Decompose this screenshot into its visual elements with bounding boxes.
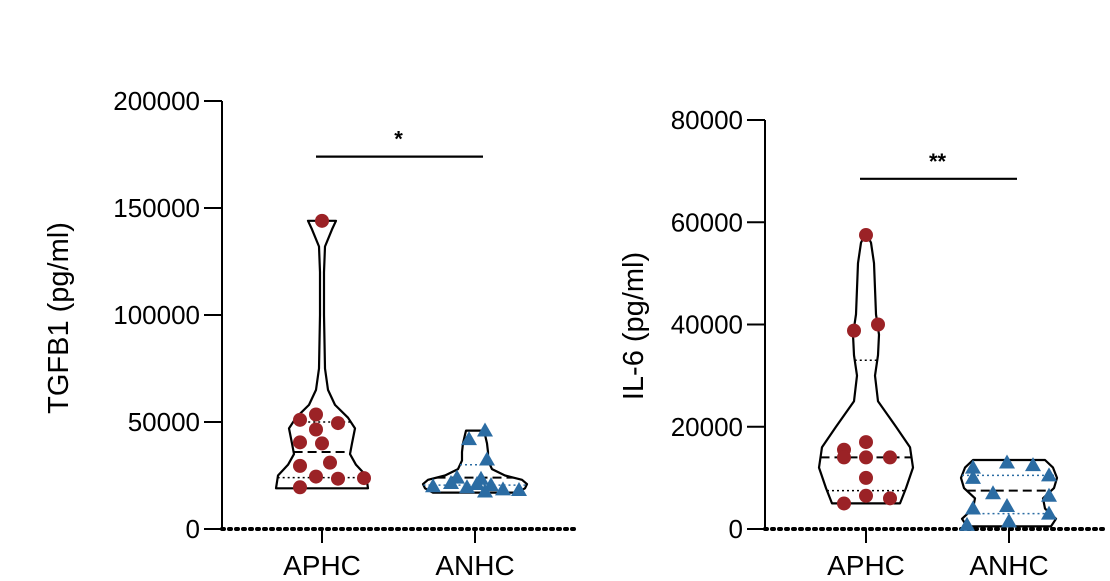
il6-x-tick-label-anhc: ANHC bbox=[969, 550, 1048, 581]
tgfb1-y-tick-label: 150000 bbox=[113, 193, 200, 223]
tgfb1-y-tick-label: 200000 bbox=[113, 86, 200, 116]
il6-y-axis-title: IL-6 (pg/ml) bbox=[618, 252, 650, 400]
il6-point-aphc bbox=[859, 435, 873, 450]
il6-y-tick-label: 20000 bbox=[671, 412, 743, 442]
il6-point-anhc bbox=[1041, 505, 1057, 520]
tgfb1-point-aphc bbox=[309, 422, 323, 437]
il6-violin-panel: IL-6 (pg/ml) 0 20000 40000 60000 80000 APHC AN… bbox=[618, 105, 1110, 581]
il6-y-tick-label: 60000 bbox=[671, 207, 743, 237]
tgfb1-point-aphc bbox=[331, 416, 345, 431]
il6-significance-label: ** bbox=[929, 149, 947, 174]
il6-y-tick-label: 40000 bbox=[671, 310, 743, 340]
tgfb1-x-tick-label-aphc: APHC bbox=[283, 550, 361, 581]
il6-point-anhc bbox=[965, 500, 981, 515]
tgfb1-point-anhc bbox=[479, 451, 495, 466]
tgfb1-point-anhc bbox=[461, 431, 477, 446]
il6-point-anhc bbox=[999, 454, 1015, 469]
il6-y-tick-label: 80000 bbox=[671, 105, 743, 135]
tgfb1-point-anhc bbox=[477, 483, 493, 498]
il6-point-aphc bbox=[883, 491, 897, 506]
il6-point-aphc bbox=[883, 450, 897, 465]
il6-point-aphc bbox=[837, 496, 851, 511]
il6-point-aphc bbox=[859, 228, 873, 243]
tgfb1-point-aphc bbox=[293, 435, 307, 450]
il6-point-anhc bbox=[1025, 457, 1041, 472]
tgfb1-point-anhc bbox=[443, 474, 459, 489]
tgfb1-point-aphc bbox=[357, 471, 371, 486]
tgfb1-point-aphc bbox=[309, 407, 323, 422]
tgfb1-violin-aphc bbox=[274, 219, 370, 490]
il6-point-aphc bbox=[859, 450, 873, 465]
il6-x-tick-label-aphc: APHC bbox=[827, 550, 905, 581]
tgfb1-y-tick-label: 0 bbox=[186, 514, 200, 544]
il6-point-aphc bbox=[859, 470, 873, 485]
tgfb1-x-tick-label-anhc: ANHC bbox=[435, 550, 514, 581]
il6-point-anhc bbox=[1041, 487, 1057, 502]
il6-point-aphc bbox=[859, 488, 873, 503]
tgfb1-y-axis-title: TGFB1 (pg/ml) bbox=[43, 222, 75, 414]
tgfb1-point-anhc bbox=[511, 482, 527, 497]
tgfb1-y-tick-label: 50000 bbox=[128, 407, 200, 437]
il6-point-anhc bbox=[985, 485, 1001, 500]
il6-point-anhc bbox=[959, 516, 975, 531]
tgfb1-point-aphc bbox=[315, 213, 329, 228]
tgfb1-point-aphc bbox=[323, 455, 337, 470]
il6-point-aphc bbox=[871, 317, 885, 332]
tgfb1-violin-panel: TGFB1 (pg/ml) 0 50000 100000 150000 200000 AP… bbox=[43, 86, 580, 581]
tgfb1-point-anhc bbox=[477, 422, 493, 437]
il6-point-aphc bbox=[837, 450, 851, 465]
tgfb1-point-aphc bbox=[331, 471, 345, 486]
tgfb1-point-aphc bbox=[315, 436, 329, 451]
tgfb1-significance-label: * bbox=[394, 127, 403, 152]
il6-y-tick-label: 0 bbox=[729, 514, 743, 544]
tgfb1-point-anhc bbox=[495, 481, 511, 496]
tgfb1-point-anhc bbox=[425, 478, 441, 493]
il6-point-anhc bbox=[1001, 513, 1017, 528]
tgfb1-point-aphc bbox=[293, 480, 307, 495]
il6-point-anhc bbox=[965, 469, 981, 484]
il6-point-anhc bbox=[999, 497, 1015, 512]
tgfb1-point-aphc bbox=[293, 412, 307, 427]
il6-point-aphc bbox=[847, 323, 861, 338]
tgfb1-point-aphc bbox=[309, 469, 323, 484]
tgfb1-point-aphc bbox=[293, 458, 307, 473]
il6-point-anhc bbox=[1041, 467, 1057, 482]
tgfb1-y-tick-label: 100000 bbox=[113, 300, 200, 330]
il6-point-anhc bbox=[965, 459, 981, 474]
tgfb1-point-anhc bbox=[469, 476, 485, 491]
